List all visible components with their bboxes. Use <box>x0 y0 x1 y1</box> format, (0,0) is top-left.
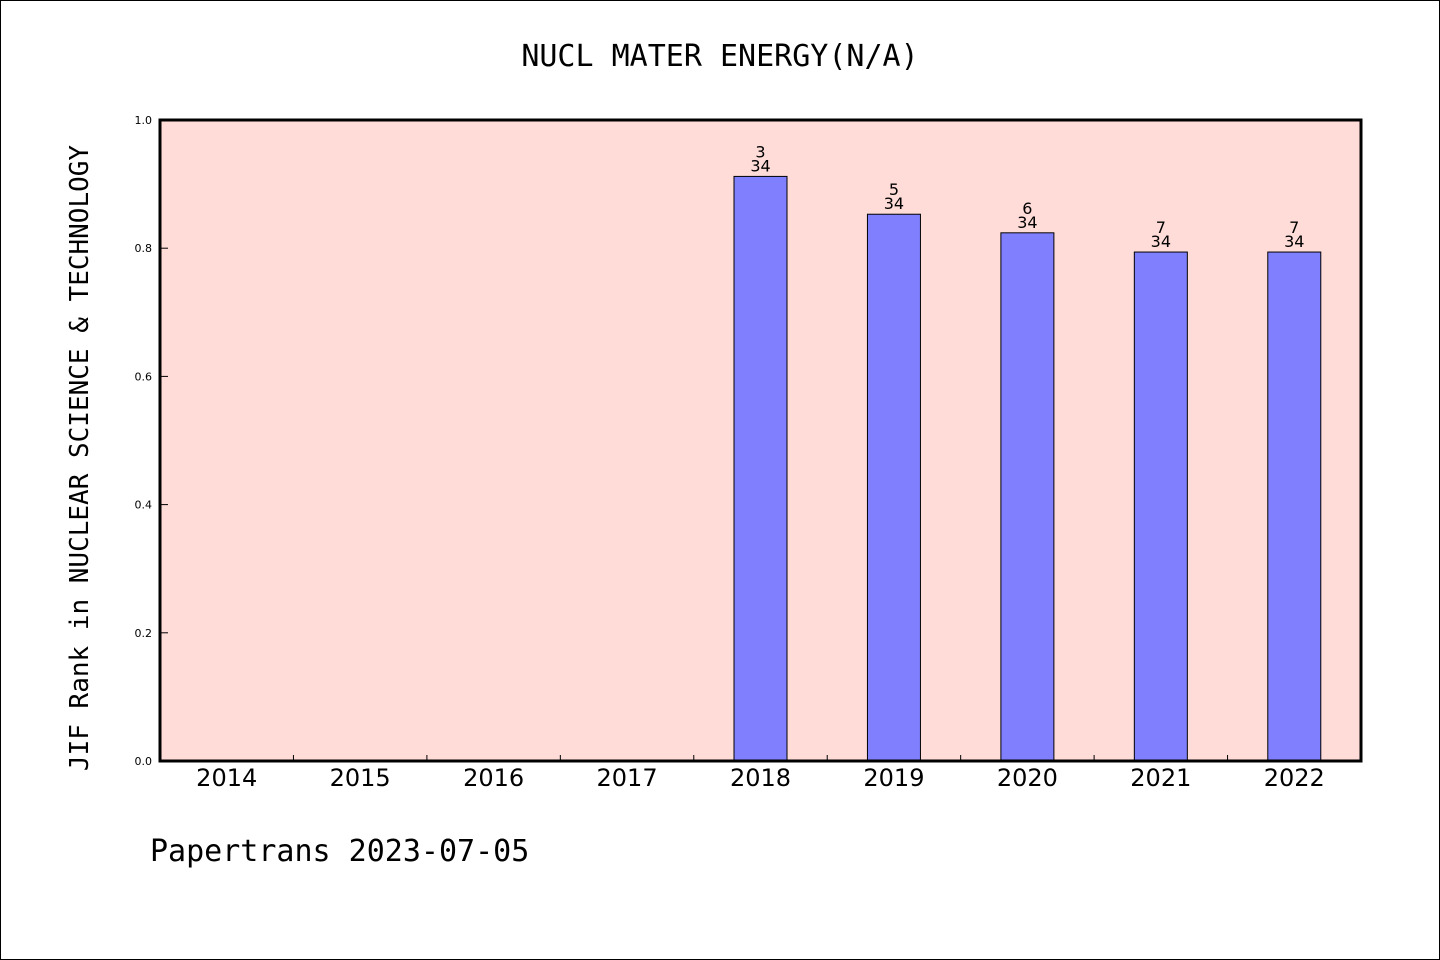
bar-rank-label: 6 <box>1022 199 1032 218</box>
x-axis: 2014 2015 2016 2017 2018 2019 2020 2021 2022 <box>196 755 1325 792</box>
y-tick-label: 0.2 <box>135 627 153 640</box>
bar-rank-label: 7 <box>1289 218 1299 237</box>
x-tick-label: 2019 <box>863 764 924 792</box>
x-tick-label: 2021 <box>1130 764 1191 792</box>
bar-rank-label: 3 <box>755 142 765 161</box>
x-tick-label: 2015 <box>330 764 391 792</box>
bar-total-label: 34 <box>750 156 770 175</box>
bar-total-label: 34 <box>1151 232 1171 251</box>
bar-2018 <box>733 175 788 762</box>
plot-border <box>158 118 1363 763</box>
footer-text: Papertrans 2023-07-05 <box>150 834 530 869</box>
bar-2020 <box>1000 232 1055 762</box>
bar-2019 <box>866 213 921 762</box>
bar-total-label: 34 <box>1017 213 1037 232</box>
x-tick-label: 2018 <box>730 764 791 792</box>
chart-title: NUCL MATER ENERGY(N/A) <box>521 39 918 74</box>
y-axis: 0.0 0.2 0.4 0.6 0.8 1.0 <box>135 114 168 768</box>
bar-total-label: 34 <box>1284 232 1304 251</box>
y-tick-label: 0.8 <box>135 242 153 255</box>
bar-rank-label: 5 <box>889 180 899 199</box>
x-tick-label: 2014 <box>196 764 257 792</box>
y-axis-label: JIF Rank in NUCLEAR SCIENCE & TECHNOLOGY <box>65 145 95 771</box>
y-tick-label: 1.0 <box>135 114 153 127</box>
bar-2021 <box>1133 251 1188 762</box>
bar-rank-label: 7 <box>1156 218 1166 237</box>
x-tick-label: 2017 <box>597 764 658 792</box>
y-tick-label: 0.4 <box>135 499 153 512</box>
x-tick-label: 2016 <box>463 764 524 792</box>
y-tick-label: 0.0 <box>135 755 153 768</box>
bars-group <box>733 175 1322 762</box>
y-tick-label: 0.6 <box>135 370 153 383</box>
bar-2022 <box>1267 251 1322 762</box>
x-tick-label: 2022 <box>1264 764 1325 792</box>
bar-total-label: 34 <box>884 194 904 213</box>
x-tick-label: 2020 <box>997 764 1058 792</box>
